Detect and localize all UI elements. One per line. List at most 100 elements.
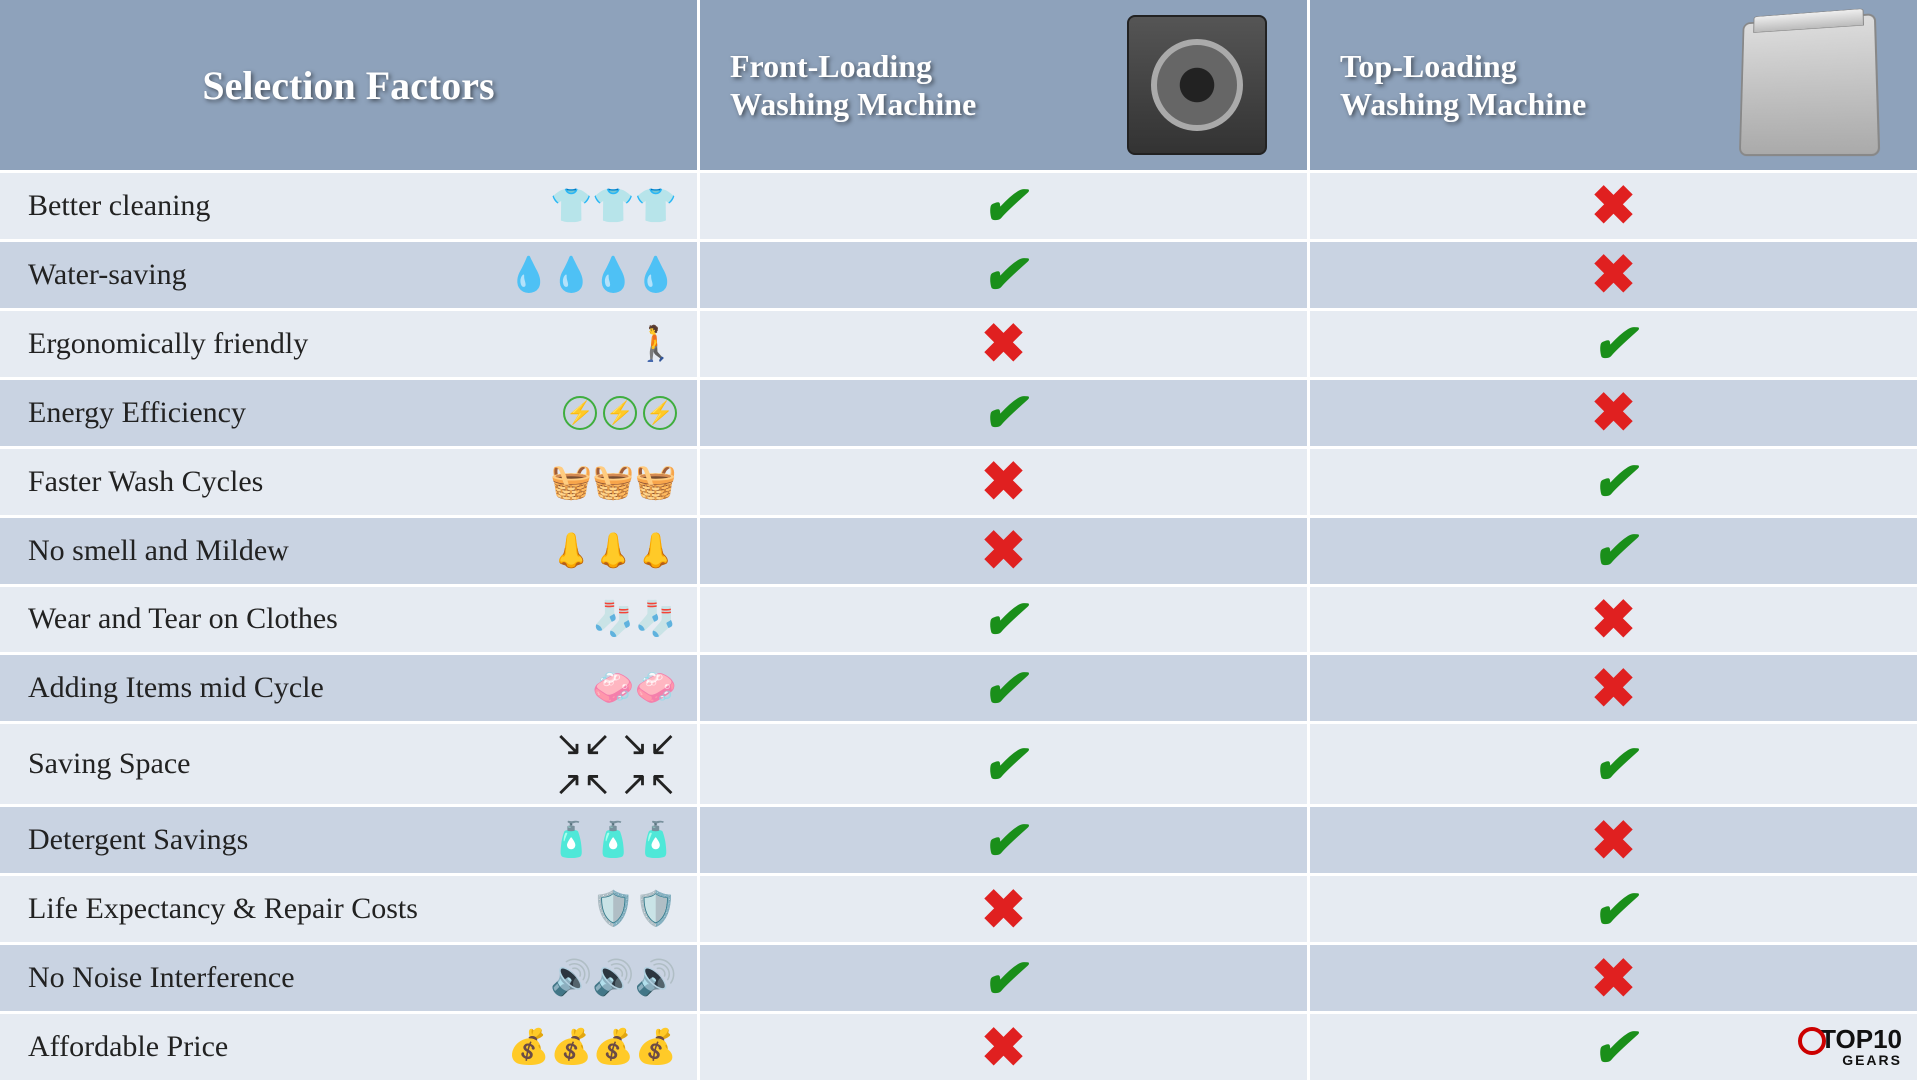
check-icon: ✔ <box>981 733 1026 796</box>
table-row: Wear and Tear on Clothes 🧦🧦 ✔ ✖ <box>0 584 1920 653</box>
table-header: Selection Factors Front-LoadingWashing M… <box>0 0 1920 170</box>
factor-icon: 💰💰💰💰 <box>508 1027 677 1067</box>
top-loading-cell: ✔ <box>1310 446 1920 515</box>
logo-line2: GEARS <box>1798 1055 1902 1066</box>
table-row: Detergent Savings🧴🧴🧴 ✔ ✖ <box>0 804 1920 873</box>
factor-cell: Energy Efficiency ⚡⚡⚡ <box>0 377 700 446</box>
brand-logo: TOP10 GEARS <box>1798 1027 1902 1066</box>
table-body: Better cleaning👕👕👕✔✖Water-saving💧💧💧💧✔✖Er… <box>0 170 1920 1080</box>
cross-icon: ✖ <box>1591 381 1636 444</box>
front-loading-cell: ✖ <box>700 515 1310 584</box>
header-col2-title: Top-LoadingWashing Machine <box>1340 47 1586 124</box>
factor-cell: Affordable Price 💰💰💰💰 <box>0 1011 700 1080</box>
top-loading-cell: ✔ <box>1310 515 1920 584</box>
comparison-table: Selection Factors Front-LoadingWashing M… <box>0 0 1920 1080</box>
factor-label: Life Expectancy & Repair Costs <box>28 892 418 926</box>
cross-icon: ✖ <box>1591 657 1636 720</box>
table-row: Faster Wash Cycles 🧺🧺🧺 ✖ ✔ <box>0 446 1920 515</box>
check-icon: ✔ <box>981 243 1026 306</box>
table-row: Adding Items mid Cycle 🧼🧼 ✔ ✖ <box>0 652 1920 721</box>
top-loading-cell: ✔ <box>1310 308 1920 377</box>
table-row: No smell and Mildew👃👃👃✖ ✔ <box>0 515 1920 584</box>
factor-label: Wear and Tear on Clothes <box>28 602 338 636</box>
check-icon: ✔ <box>1591 733 1636 796</box>
factor-cell: Ergonomically friendly🚶 <box>0 308 700 377</box>
table-row: No Noise Interference 🔊🔊🔊 ✔ ✖ <box>0 942 1920 1011</box>
factor-label: No smell and Mildew <box>28 534 289 568</box>
front-loader-icon <box>1127 15 1267 155</box>
factor-cell: Adding Items mid Cycle 🧼🧼 <box>0 652 700 721</box>
factor-icon: 🛡️🛡️ <box>592 889 677 929</box>
cross-icon: ✖ <box>981 878 1026 941</box>
factor-label: Faster Wash Cycles <box>28 465 263 499</box>
factor-cell: Faster Wash Cycles 🧺🧺🧺 <box>0 446 700 515</box>
cross-icon: ✖ <box>1591 174 1636 237</box>
top-loading-cell: ✖ <box>1310 804 1920 873</box>
cross-icon: ✖ <box>981 312 1026 375</box>
top-loader-icon <box>1739 13 1880 156</box>
factor-label: Better cleaning <box>28 189 210 223</box>
header-top-loading: Top-LoadingWashing Machine <box>1310 0 1920 170</box>
factor-cell: Wear and Tear on Clothes 🧦🧦 <box>0 584 700 653</box>
front-loading-cell: ✔ <box>700 721 1310 804</box>
check-icon: ✔ <box>981 174 1026 237</box>
cross-icon: ✖ <box>981 450 1026 513</box>
table-row: Ergonomically friendly🚶 ✖ ✔ <box>0 308 1920 377</box>
table-row: Water-saving💧💧💧💧 ✔ ✖ <box>0 239 1920 308</box>
top-loading-cell: ✖ <box>1310 942 1920 1011</box>
check-icon: ✔ <box>1591 1016 1636 1079</box>
factor-icon: 🧦🧦 <box>592 599 677 639</box>
check-icon: ✔ <box>1591 312 1636 375</box>
front-loading-cell: ✔ <box>700 239 1310 308</box>
factor-label: No Noise Interference <box>28 961 295 995</box>
table-row: Life Expectancy & Repair Costs 🛡️🛡️ ✖ ✔ <box>0 873 1920 942</box>
front-loading-cell: ✖ <box>700 308 1310 377</box>
factor-cell: Water-saving💧💧💧💧 <box>0 239 700 308</box>
check-icon: ✔ <box>981 809 1026 872</box>
front-loading-cell: ✔ <box>700 804 1310 873</box>
factor-label: Detergent Savings <box>28 823 248 857</box>
header-factors: Selection Factors <box>0 0 700 170</box>
front-loading-cell: ✔ <box>700 652 1310 721</box>
factor-label: Water-saving <box>28 258 187 292</box>
header-col1-title: Front-LoadingWashing Machine <box>730 47 976 124</box>
top-loading-cell: ✖ <box>1310 377 1920 446</box>
factor-cell: Saving Space↘↙ ↘↙↗↖ ↗↖ <box>0 721 700 804</box>
factor-icon: ⚡⚡⚡ <box>563 396 677 430</box>
factor-label: Saving Space <box>28 747 190 781</box>
factor-icon: 🔊🔊🔊 <box>550 958 677 998</box>
factor-icon: 🧼🧼 <box>592 668 677 708</box>
check-icon: ✔ <box>1591 519 1636 582</box>
top-loading-cell: ✖ <box>1310 584 1920 653</box>
top-loading-cell: ✖ <box>1310 652 1920 721</box>
factor-icon: 🧺🧺🧺 <box>550 462 677 502</box>
check-icon: ✔ <box>981 947 1026 1010</box>
factor-cell: Detergent Savings🧴🧴🧴 <box>0 804 700 873</box>
cross-icon: ✖ <box>981 1016 1026 1079</box>
top-loading-cell: ✖ <box>1310 170 1920 239</box>
factor-label: Affordable Price <box>28 1030 228 1064</box>
table-row: Energy Efficiency ⚡⚡⚡ ✔ ✖ <box>0 377 1920 446</box>
front-loading-cell: ✖ <box>700 873 1310 942</box>
cross-icon: ✖ <box>1591 809 1636 872</box>
check-icon: ✔ <box>981 657 1026 720</box>
top-loading-cell: ✖ <box>1310 239 1920 308</box>
table-row: Saving Space↘↙ ↘↙↗↖ ↗↖ ✔ ✔ <box>0 721 1920 804</box>
factor-label: Adding Items mid Cycle <box>28 671 324 705</box>
factor-icon: 🚶 <box>635 324 677 364</box>
factor-icon: 👕👕👕 <box>550 186 677 226</box>
factor-cell: No smell and Mildew👃👃👃 <box>0 515 700 584</box>
front-loading-cell: ✔ <box>700 584 1310 653</box>
front-loading-cell: ✖ <box>700 446 1310 515</box>
top-loading-cell: ✔ <box>1310 873 1920 942</box>
check-icon: ✔ <box>981 588 1026 651</box>
cross-icon: ✖ <box>1591 243 1636 306</box>
factor-label: Energy Efficiency <box>28 396 246 430</box>
front-loading-cell: ✔ <box>700 170 1310 239</box>
check-icon: ✔ <box>1591 450 1636 513</box>
check-icon: ✔ <box>981 381 1026 444</box>
header-front-loading: Front-LoadingWashing Machine <box>700 0 1310 170</box>
cross-icon: ✖ <box>1591 947 1636 1010</box>
gear-icon <box>1798 1027 1826 1055</box>
factor-cell: No Noise Interference 🔊🔊🔊 <box>0 942 700 1011</box>
